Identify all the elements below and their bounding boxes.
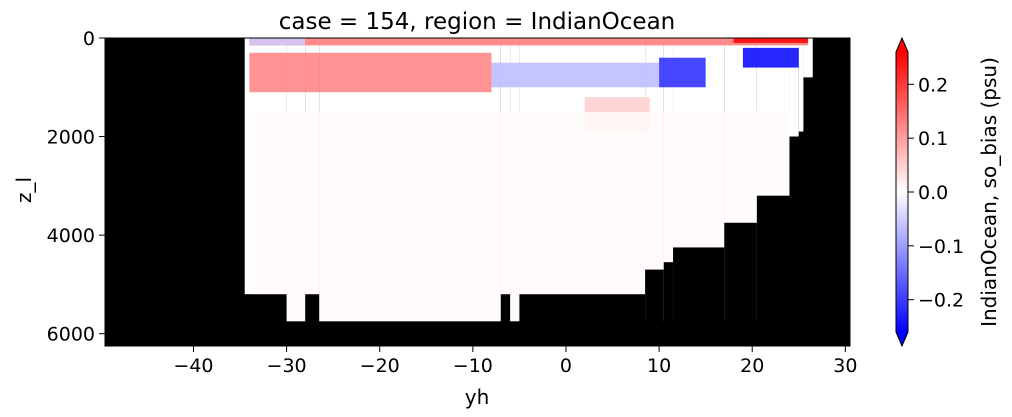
seafloor-mask [789, 136, 799, 346]
seafloor-mask [673, 247, 725, 346]
plot-frame [104, 37, 851, 347]
ocean-column [789, 38, 799, 137]
colorbar-label: IndianOcean, so_bias (psu) [977, 57, 1001, 327]
seafloor-mask [645, 269, 664, 346]
x-tick-label: 20 [740, 355, 764, 377]
heatmap [105, 38, 850, 346]
seafloor-mask [500, 294, 511, 346]
colorbar-tick-label: −0.1 [918, 236, 964, 258]
x-tick-label: 30 [833, 355, 857, 377]
colorbar-ticks: 0.2 0.1 0.0 −0.1 −0.2 [908, 74, 964, 312]
chart-title: case = 154, region = IndianOcean [279, 9, 676, 35]
y-tick-label: 0 [83, 28, 95, 50]
y-axis-label: z_l [12, 177, 36, 203]
ocean-column [803, 38, 813, 78]
colorbar-tick-label: 0.0 [918, 182, 948, 204]
y-tick-label: 6000 [47, 324, 95, 346]
colorbar-tick-label: 0.1 [918, 128, 948, 150]
y-tick-label: 2000 [47, 127, 95, 149]
colorbar-outline [895, 36, 909, 348]
x-tick-label: 10 [647, 355, 671, 377]
colorbar-tick-label: 0.2 [918, 74, 948, 96]
bias-cell [659, 57, 706, 88]
x-tick-label: −10 [453, 355, 493, 377]
seafloor-mask [305, 294, 320, 346]
bias-cell [249, 52, 492, 93]
colorbar: 0.2 0.1 0.0 −0.1 −0.2 IndianOcean, so_bias (… [895, 36, 1001, 348]
colorbar-gradient [896, 52, 908, 332]
colorbar-extend-max [896, 38, 908, 52]
seafloor-mask [244, 294, 287, 346]
seafloor-mask [756, 195, 790, 346]
bias-cell [491, 62, 660, 88]
bias-cell [249, 38, 306, 46]
seafloor-mask [510, 321, 520, 346]
x-tick-label: −20 [360, 355, 400, 377]
seafloor-mask [286, 321, 306, 346]
y-tick-label: 4000 [47, 225, 95, 247]
ocean-column [798, 38, 804, 132]
seafloor-mask [798, 131, 804, 346]
x-tick-label: −30 [267, 355, 307, 377]
x-axis: −40 −30 −20 −10 0 10 20 30 [173, 346, 857, 377]
x-tick-label: −40 [173, 355, 213, 377]
bias-cell [742, 47, 799, 68]
bias-cell [733, 38, 809, 43]
y-axis: 0 2000 4000 6000 [47, 28, 105, 346]
x-axis-label: yh [465, 385, 490, 409]
colorbar-tick-label: −0.2 [918, 290, 964, 312]
bias-cell [249, 38, 809, 46]
colorbar-extend-min [896, 332, 908, 346]
x-tick-label: 0 [560, 355, 572, 377]
seafloor-mask [724, 222, 757, 346]
seafloor-mask [319, 321, 501, 346]
seafloor-mask [803, 77, 813, 346]
seafloor-mask [663, 262, 674, 346]
seafloor-mask [519, 294, 646, 346]
plot-area: −40 −30 −20 −10 0 10 20 30 0 2000 4000 6000 [47, 28, 858, 377]
